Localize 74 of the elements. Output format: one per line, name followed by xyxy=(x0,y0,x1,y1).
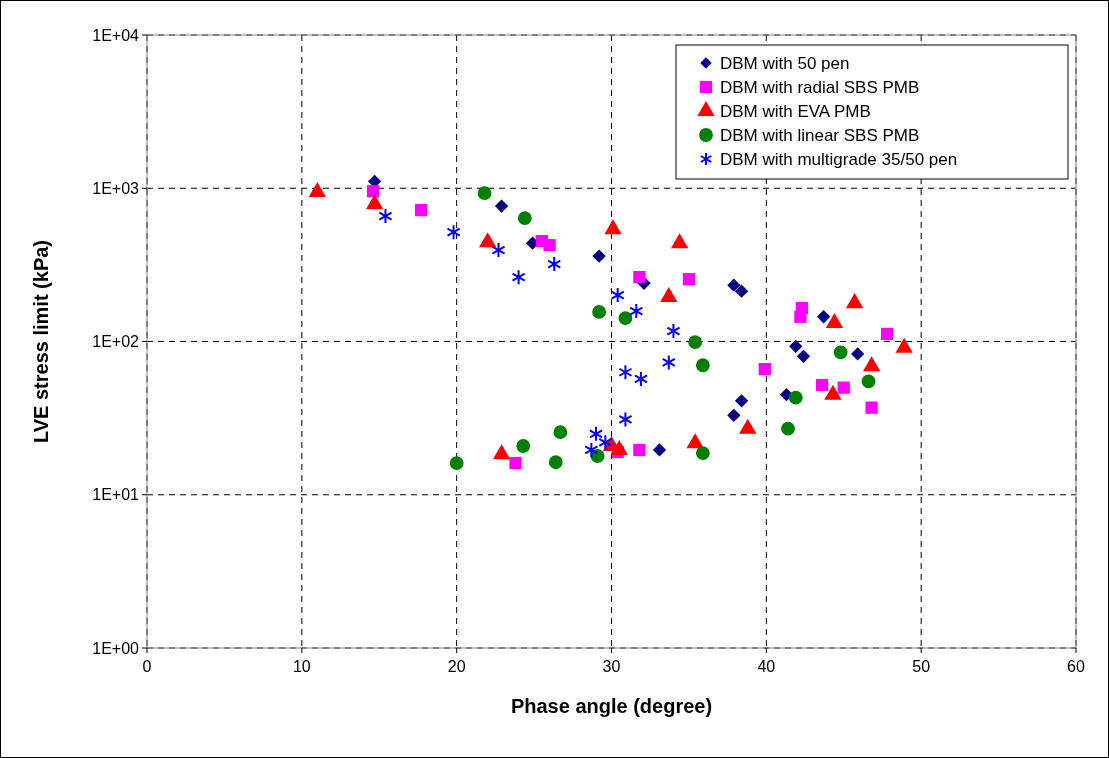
y-axis-title: LVE stress limit (kPa) xyxy=(30,239,52,444)
point xyxy=(548,455,563,470)
point xyxy=(553,425,568,440)
y-tick-label: 1E+01 xyxy=(92,486,140,504)
point xyxy=(633,370,648,387)
point xyxy=(688,335,703,350)
legend-label: DBM with radial SBS PMB xyxy=(720,77,920,97)
point xyxy=(865,401,878,414)
point xyxy=(588,425,604,442)
point xyxy=(833,345,848,360)
legend-label: DBM with multigrade 35/50 pen xyxy=(720,149,958,169)
x-tick-label: 60 xyxy=(1067,658,1085,675)
x-tick-label: 40 xyxy=(757,658,776,675)
point xyxy=(816,310,831,324)
legend-label: DBM with 50 pen xyxy=(720,53,850,73)
point xyxy=(517,211,532,226)
point xyxy=(781,421,795,436)
point xyxy=(511,269,526,286)
x-tick-label: 20 xyxy=(447,658,466,675)
point xyxy=(584,441,599,458)
point xyxy=(633,443,646,457)
x-tick-label: 50 xyxy=(912,658,931,675)
point xyxy=(880,327,894,341)
point xyxy=(516,439,531,453)
point xyxy=(547,256,562,273)
point xyxy=(618,364,633,381)
point xyxy=(815,378,829,392)
point xyxy=(734,394,749,408)
point xyxy=(592,249,606,263)
y-tick-label: 1E+00 xyxy=(92,639,140,657)
point xyxy=(629,303,644,320)
point xyxy=(695,358,710,373)
point xyxy=(366,185,380,198)
point xyxy=(652,443,667,457)
point xyxy=(851,347,865,361)
point xyxy=(449,456,464,470)
point xyxy=(477,186,492,201)
x-tick-label: 10 xyxy=(292,658,311,675)
point xyxy=(734,284,749,298)
y-tick-label: 1E+03 xyxy=(92,179,140,197)
point xyxy=(414,203,428,217)
legend-label: DBM with linear SBS PMB xyxy=(720,125,920,145)
point xyxy=(494,199,509,213)
point xyxy=(727,278,741,292)
point xyxy=(446,224,461,241)
point xyxy=(543,239,556,252)
x-axis-title: Phase angle (degree) xyxy=(510,695,713,717)
point xyxy=(695,446,710,460)
legend-label: DBM with EVA PMB xyxy=(720,101,871,121)
point xyxy=(378,208,393,225)
point xyxy=(610,287,625,304)
point xyxy=(590,449,605,463)
point xyxy=(794,310,807,323)
y-tick-label: 1E+04 xyxy=(92,26,140,44)
point xyxy=(633,271,646,284)
point xyxy=(788,390,803,405)
point xyxy=(789,339,803,353)
point xyxy=(796,349,811,363)
point xyxy=(598,434,613,451)
x-tick-label: 0 xyxy=(142,658,152,675)
point xyxy=(727,408,741,422)
point xyxy=(661,354,676,371)
x-tick-label: 30 xyxy=(602,658,621,675)
point xyxy=(666,323,681,340)
point xyxy=(618,411,633,428)
y-tick-label: 1E+02 xyxy=(92,333,140,351)
point xyxy=(592,305,607,319)
point xyxy=(682,273,696,286)
point xyxy=(861,374,876,389)
point xyxy=(837,381,850,394)
point xyxy=(491,242,506,259)
point xyxy=(618,311,633,326)
point xyxy=(758,363,771,376)
point xyxy=(509,456,522,470)
